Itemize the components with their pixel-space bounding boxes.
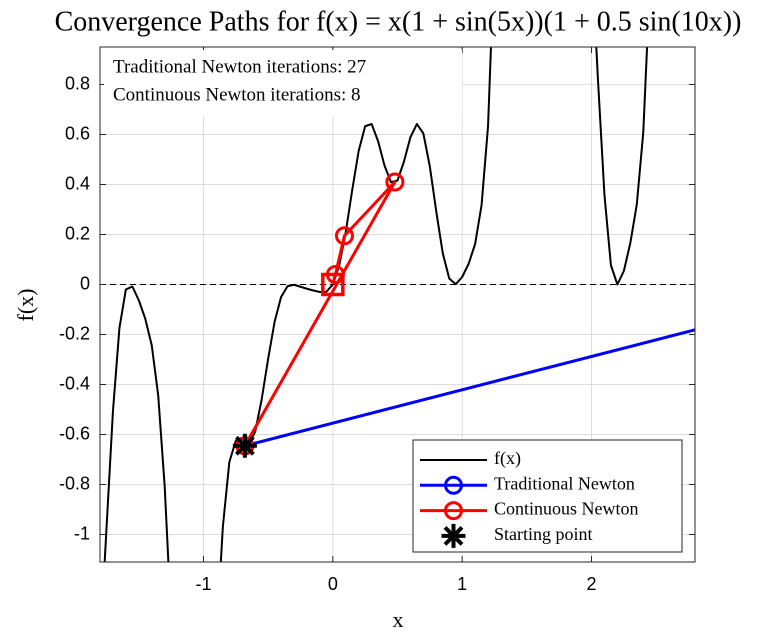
- y-tick-label: 0.6: [65, 123, 90, 143]
- marker: [444, 501, 463, 521]
- y-tick-label: 0.4: [65, 173, 90, 193]
- y-tick-label: -0.4: [59, 373, 90, 393]
- marker: [334, 226, 354, 246]
- chart-title: Convergence Paths for f(x) = x(1 + sin(5…: [55, 6, 742, 37]
- y-tick-label: 0.8: [65, 73, 90, 93]
- legend-label: Continuous Newton: [494, 499, 639, 519]
- y-tick-label: -1: [74, 523, 90, 543]
- legend-label: Starting point: [494, 524, 593, 544]
- axes-box: [99, 46, 696, 563]
- series-line: [243, 180, 397, 447]
- y-axis-label: f(x): [13, 289, 38, 322]
- y-tick-label: -0.8: [59, 473, 90, 493]
- y-tick-label: 0: [80, 273, 90, 293]
- annotation: Continuous Newton iterations: 8: [113, 84, 361, 105]
- y-tick-label: -0.6: [59, 423, 90, 443]
- marker: [739, 309, 755, 325]
- marker: [441, 523, 466, 548]
- x-tick-label: -1: [195, 574, 211, 594]
- annotation: Traditional Newton iterations: 27: [113, 56, 366, 77]
- marker: [444, 475, 463, 495]
- marker: [385, 172, 405, 192]
- legend-label: f(x): [494, 448, 521, 469]
- legend: f(x) Traditional Newton Continuous Newton S…: [412, 439, 683, 553]
- axes: -1 -0.8 -0.6 -0.4 -0.2 0 0.2 0.4 0.6 0.8 -1 0 1 2: [59, 47, 695, 594]
- series-line: [103, 47, 649, 562]
- y-tick-label: -0.2: [59, 323, 90, 343]
- legend-label: Traditional Newton: [494, 473, 635, 493]
- y-tick-label: 0.2: [65, 223, 90, 243]
- marker: [321, 272, 345, 297]
- x-tick-label: 1: [457, 574, 467, 594]
- x-axis-label: x: [393, 607, 404, 632]
- marker: [232, 433, 257, 458]
- legend-box: [412, 439, 683, 553]
- plot: [100, 47, 755, 562]
- annotation-background: [104, 50, 462, 117]
- x-tick-label: 2: [587, 574, 597, 594]
- annotation-box: Traditional Newton iterations: 27 Continu…: [104, 50, 462, 117]
- x-tick-label: 0: [328, 574, 338, 594]
- series-line: [244, 328, 695, 448]
